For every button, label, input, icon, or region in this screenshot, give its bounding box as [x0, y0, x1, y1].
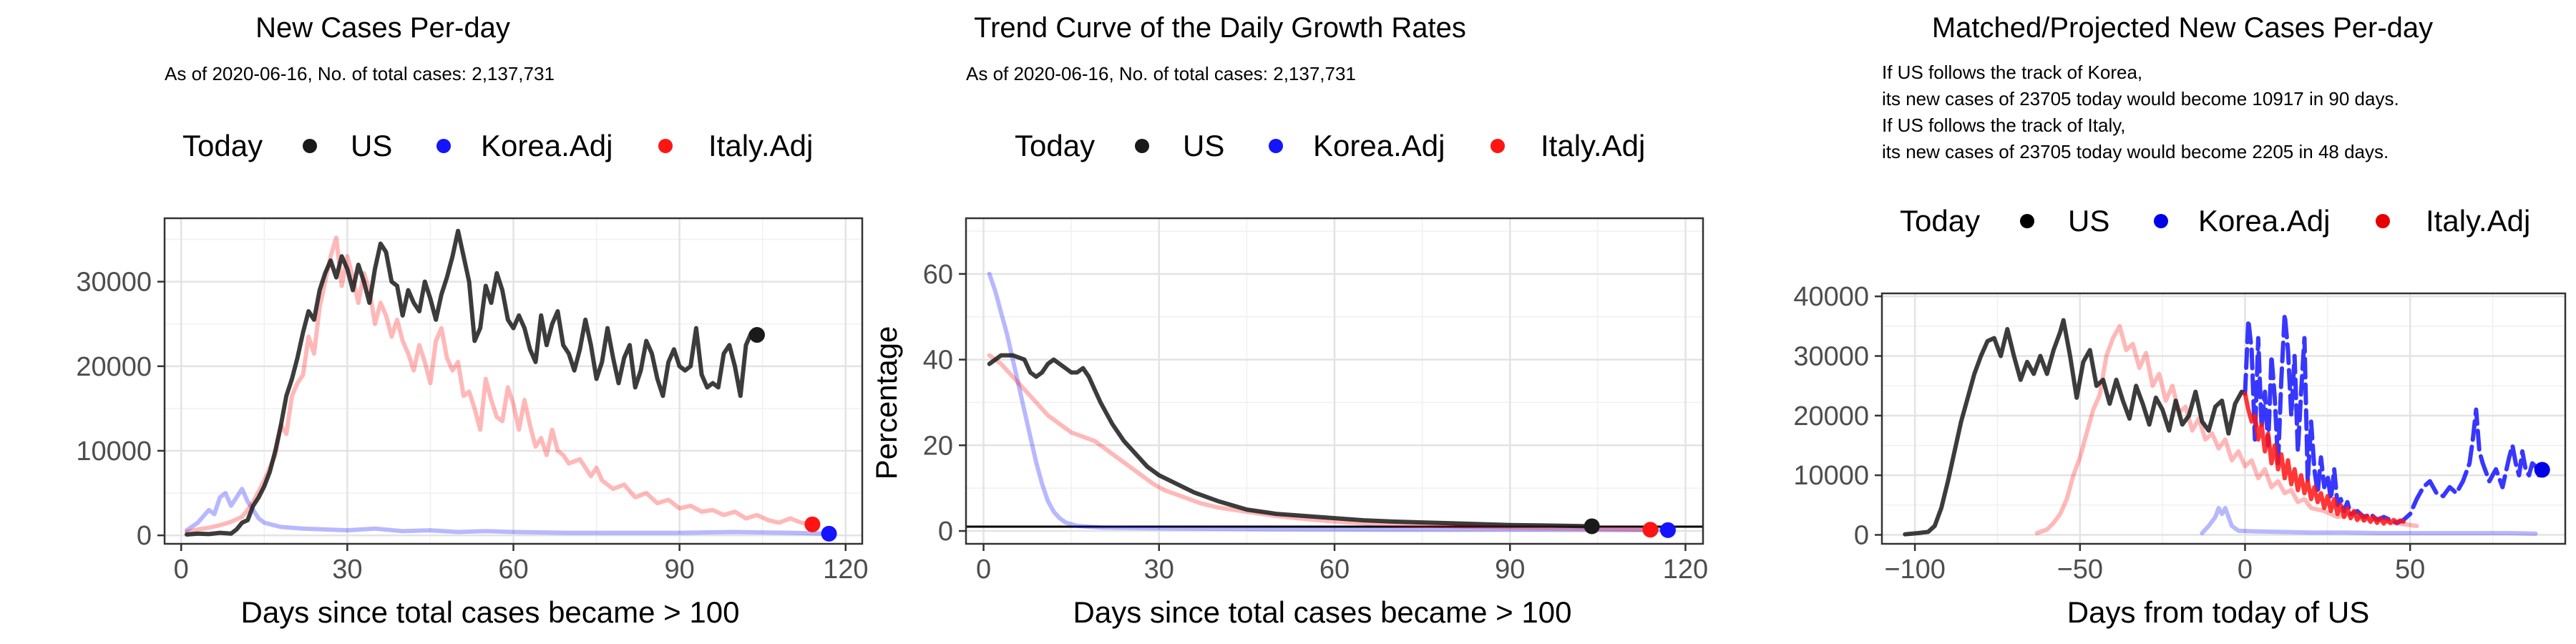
end-marker-korea-adj	[1659, 522, 1676, 538]
plot-area: 0 30 60 90 120 0 10000 20000 30000	[76, 217, 868, 585]
legend-key-korea	[436, 139, 451, 153]
x-tick-label: 90	[665, 555, 695, 585]
series-line-us	[1903, 318, 2248, 537]
end-marker-italy-adj	[1642, 522, 1659, 538]
x-tick-label: −50	[2057, 555, 2103, 585]
y-tick-label: 10000	[76, 436, 152, 467]
series-line-italy-adj-projection	[2243, 391, 2406, 526]
chart-subtitle: As of 2020-06-16, No. of total cases: 2,…	[966, 63, 1356, 84]
end-marker-korea-adj	[2534, 462, 2550, 478]
chart-subtitle-line: its new cases of 23705 today would becom…	[1882, 141, 2389, 162]
legend-key-korea	[1269, 139, 1283, 153]
y-tick-label: 60	[923, 260, 953, 290]
panel-growth-rates: Trend Curve of the Daily Growth Rates As…	[869, 12, 1708, 629]
y-tick-label: 20	[923, 431, 953, 461]
panel-projected-cases: Matched/Projected New Cases Per-day If U…	[1793, 12, 2567, 629]
x-tick-label: −100	[1884, 555, 1946, 585]
series-line-korea-adj	[185, 487, 831, 536]
chart-subtitle-line: If US follows the track of Italy,	[1882, 114, 2126, 136]
series-line-italy-adj	[2034, 323, 2419, 535]
x-tick-label: 60	[1319, 555, 1350, 585]
x-tick-label: 0	[174, 555, 189, 585]
legend-label-italy: Italy.Adj	[2426, 204, 2530, 238]
legend-key-italy	[658, 139, 673, 153]
end-marker-us	[748, 327, 765, 343]
chart-title: New Cases Per-day	[255, 12, 510, 44]
series-line-us	[185, 228, 759, 537]
legend-key-italy	[1491, 139, 1505, 153]
x-tick-label: 120	[1663, 555, 1708, 585]
legend-title: Today	[1900, 204, 1980, 238]
legend-label-korea: Korea.Adj	[481, 129, 613, 162]
plot-area: 0 30 60 90 120 0 20 40 60	[923, 217, 1708, 585]
legend-label-us: US	[351, 129, 392, 162]
series-line-us	[987, 353, 1594, 529]
legend-key-korea	[2154, 214, 2168, 228]
legend: Today US Korea.Adj Italy.Adj	[182, 129, 813, 162]
x-tick-label: 0	[976, 555, 991, 585]
legend-label-italy: Italy.Adj	[708, 129, 813, 162]
series-line-italy-adj	[987, 353, 1653, 532]
x-tick-label: 120	[823, 555, 868, 585]
chart-subtitle: As of 2020-06-16, No. of total cases: 2,…	[165, 63, 555, 84]
y-tick-label: 20000	[76, 352, 152, 382]
x-axis-title: Days since total cases became > 100	[1073, 595, 1572, 629]
y-tick-label: 0	[1854, 521, 1869, 551]
x-tick-label: 50	[2395, 555, 2425, 585]
series-line-korea-adj	[2200, 506, 2538, 536]
legend: Today US Korea.Adj Italy.Adj	[1015, 129, 1645, 162]
y-tick-label: 40	[923, 346, 953, 376]
chart-subtitle-line: its new cases of 23705 today would becom…	[1882, 88, 2399, 109]
end-marker-italy-adj	[804, 516, 821, 532]
y-tick-label: 30000	[1793, 342, 1869, 372]
y-tick-label: 40000	[1793, 282, 1869, 312]
chart-subtitle-line: If US follows the track of Korea,	[1882, 62, 2142, 83]
legend-key-italy	[2376, 214, 2390, 228]
chart-title: Matched/Projected New Cases Per-day	[1932, 12, 2433, 44]
panel-border	[1880, 292, 2567, 545]
x-tick-label: 60	[498, 555, 528, 585]
legend-label-us: US	[2068, 204, 2109, 238]
x-tick-label: 30	[332, 555, 362, 585]
legend-key-us	[1135, 139, 1149, 153]
series-line-italy-adj	[185, 235, 815, 535]
y-axis-title: Percentage	[869, 326, 903, 480]
y-tick-label: 20000	[1793, 401, 1869, 431]
y-tick-label: 10000	[1793, 461, 1869, 491]
legend-label-italy: Italy.Adj	[1541, 129, 1645, 162]
plot-area: −100 −50 0 50 0 10000 20000 30000 40000	[1793, 282, 2567, 585]
end-marker-korea-adj	[821, 525, 837, 542]
panel-new-cases: New Cases Per-day As of 2020-06-16, No. …	[76, 12, 868, 629]
legend-key-us	[2020, 214, 2034, 228]
y-tick-label: 30000	[76, 268, 152, 298]
x-axis-title: Days since total cases became > 100	[241, 595, 740, 629]
end-marker-us	[1584, 518, 1600, 535]
x-axis-title: Days from today of US	[2067, 595, 2369, 629]
legend-label-korea: Korea.Adj	[1313, 129, 1445, 162]
legend-title: Today	[1015, 129, 1095, 162]
series-line-korea-adj	[987, 271, 1670, 532]
legend-title: Today	[182, 129, 263, 162]
x-tick-label: 90	[1495, 555, 1525, 585]
y-tick-label: 0	[137, 521, 152, 551]
legend-label-korea: Korea.Adj	[2198, 204, 2330, 238]
x-tick-label: 0	[2238, 555, 2253, 585]
y-tick-label: 0	[938, 517, 953, 547]
legend-key-us	[303, 139, 317, 153]
legend: Today US Korea.Adj Italy.Adj	[1900, 204, 2530, 238]
legend-label-us: US	[1183, 129, 1224, 162]
chart-title: Trend Curve of the Daily Growth Rates	[974, 12, 1466, 44]
x-tick-label: 30	[1144, 555, 1174, 585]
